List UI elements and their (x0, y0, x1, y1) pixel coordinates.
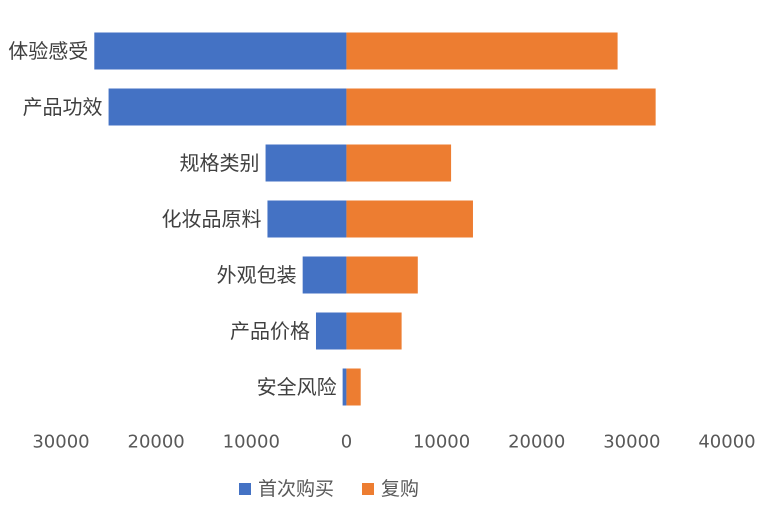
legend-swatch (239, 483, 251, 495)
category-label: 外观包装 (217, 263, 297, 287)
x-tick-label: 30000 (32, 432, 89, 453)
bar-first-purchase-1 (108, 88, 347, 126)
x-tick-label: 20000 (128, 432, 185, 453)
category-label: 规格类别 (180, 151, 260, 175)
bar-first-purchase-2 (265, 144, 347, 182)
x-tick-label: 30000 (603, 432, 660, 453)
x-tick-label: 20000 (508, 432, 565, 453)
legend-label: 复购 (381, 478, 419, 500)
x-tick-label: 40000 (698, 432, 755, 453)
bar-repurchase-0 (346, 32, 618, 70)
bars-group (94, 32, 656, 406)
x-tick-label: 10000 (413, 432, 470, 453)
bar-first-purchase-6 (342, 368, 347, 406)
category-label: 体验感受 (8, 39, 88, 63)
bar-repurchase-2 (346, 144, 452, 182)
bar-first-purchase-3 (267, 200, 347, 238)
category-label: 产品价格 (230, 319, 310, 343)
category-label: 产品功效 (23, 95, 103, 119)
legend: 首次购买 复购 (239, 478, 419, 500)
bar-repurchase-3 (346, 200, 473, 238)
x-tick-label: 0 (341, 432, 352, 453)
x-axis-ticks: 30000 20000 10000 0 10000 20000 30000 40000 (32, 432, 755, 453)
legend-swatch (362, 483, 374, 495)
bar-repurchase-5 (346, 312, 402, 350)
bar-first-purchase-4 (302, 256, 347, 294)
bar-first-purchase-0 (94, 32, 347, 70)
bar-repurchase-6 (346, 368, 361, 406)
category-label: 安全风险 (257, 375, 337, 399)
bar-first-purchase-5 (315, 312, 347, 350)
bar-repurchase-1 (346, 88, 656, 126)
bar-repurchase-4 (346, 256, 418, 294)
category-label: 化妆品原料 (161, 207, 261, 231)
legend-label: 首次购买 (258, 478, 334, 500)
x-tick-label: 10000 (223, 432, 280, 453)
